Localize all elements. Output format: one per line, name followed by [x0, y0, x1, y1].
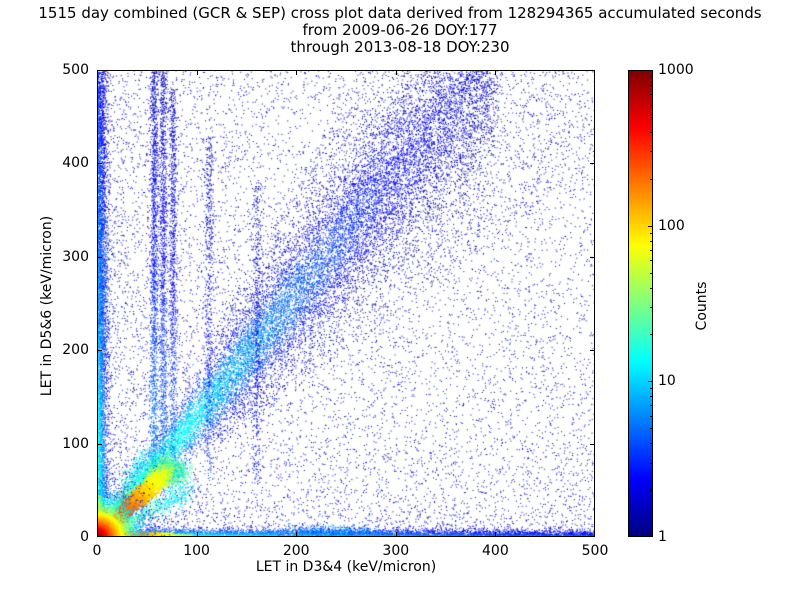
colorbar-gradient-canvas	[628, 70, 653, 537]
y-tick-right	[590, 536, 595, 537]
colorbar-minor-tick	[650, 77, 653, 79]
colorbar-minor-tick	[650, 94, 653, 96]
x-tick-bottom	[395, 532, 397, 537]
colorbar-minor-tick	[650, 260, 653, 262]
colorbar-minor-tick	[650, 116, 653, 118]
colorbar-minor-tick	[650, 334, 653, 336]
x-tick-bottom	[495, 532, 497, 537]
colorbar-minor-tick	[650, 405, 653, 407]
x-tick-label: 500	[581, 543, 609, 559]
plot-title-line-1: 1515 day combined (GCR & SEP) cross plot…	[38, 4, 762, 22]
x-tick-label: 400	[482, 543, 509, 559]
x-tick-label: 0	[92, 543, 102, 559]
x-tick-label: 300	[382, 543, 410, 559]
colorbar-minor-tick	[650, 388, 653, 390]
colorbar-minor-tick	[650, 131, 653, 133]
colorbar-minor-tick	[650, 307, 653, 309]
y-tick-left	[97, 443, 102, 445]
colorbar-tick-label: 1000	[658, 62, 694, 78]
x-tick-top	[296, 70, 298, 75]
colorbar-minor-tick	[650, 240, 653, 242]
colorbar-minor-tick	[650, 178, 653, 180]
colorbar-minor-tick	[650, 396, 653, 398]
colorbar-minor-tick	[650, 249, 653, 251]
y-tick-label: 100	[62, 435, 89, 452]
y-tick-left	[97, 350, 102, 352]
colorbar-tick	[648, 70, 653, 71]
x-tick-top	[495, 70, 497, 75]
plot-area	[97, 70, 595, 537]
x-tick-bottom	[196, 532, 198, 537]
colorbar-minor-tick	[650, 104, 653, 106]
y-tick-left	[97, 70, 102, 71]
y-tick-right	[590, 256, 595, 258]
x-tick-bottom	[296, 532, 298, 537]
y-tick-left	[97, 163, 102, 165]
colorbar-label: Counts	[694, 281, 710, 331]
y-tick-label: 0	[80, 529, 89, 545]
colorbar-minor-tick	[650, 85, 653, 87]
x-tick-top	[395, 70, 397, 75]
x-tick-label: 200	[282, 543, 310, 559]
colorbar-tick-label: 1	[658, 529, 667, 545]
y-tick-right	[590, 443, 595, 445]
colorbar-minor-tick	[650, 490, 653, 492]
colorbar-tick-label: 10	[658, 373, 676, 390]
y-tick-left	[97, 256, 102, 258]
x-tick-top	[97, 70, 98, 75]
x-tick-top	[196, 70, 198, 75]
colorbar-minor-tick	[650, 428, 653, 430]
colorbar-minor-tick	[650, 287, 653, 289]
density-plot-canvas	[97, 70, 595, 537]
y-tick-right	[590, 70, 595, 71]
colorbar-tick	[648, 536, 653, 537]
y-tick-label: 200	[62, 342, 89, 359]
x-tick-bottom	[594, 532, 595, 537]
y-tick-right	[590, 163, 595, 165]
colorbar-tick	[648, 381, 653, 383]
colorbar-tick-label: 100	[658, 217, 685, 234]
colorbar	[628, 70, 653, 537]
colorbar-minor-tick	[650, 462, 653, 464]
colorbar-minor-tick	[650, 415, 653, 417]
colorbar-minor-tick	[650, 443, 653, 445]
colorbar-minor-tick	[650, 151, 653, 153]
y-tick-right	[590, 350, 595, 352]
x-tick-bottom	[97, 532, 98, 537]
x-tick-label: 100	[183, 543, 210, 559]
x-tick-top	[594, 70, 595, 75]
y-tick-left	[97, 536, 102, 537]
colorbar-minor-tick	[650, 232, 653, 234]
y-tick-label: 300	[62, 248, 89, 265]
colorbar-minor-tick	[650, 272, 653, 274]
plot-title-line-3: through 2013-08-18 DOY:230	[290, 38, 510, 56]
colorbar-tick	[648, 225, 653, 227]
x-axis-label: LET in D3&4 (keV/micron)	[255, 559, 437, 575]
plot-title-line-2: from 2009-06-26 DOY:177	[302, 21, 498, 39]
y-tick-label: 500	[62, 62, 89, 78]
y-axis-label: LET in D5&6 (keV/micron)	[39, 215, 55, 397]
y-tick-label: 400	[62, 155, 89, 172]
